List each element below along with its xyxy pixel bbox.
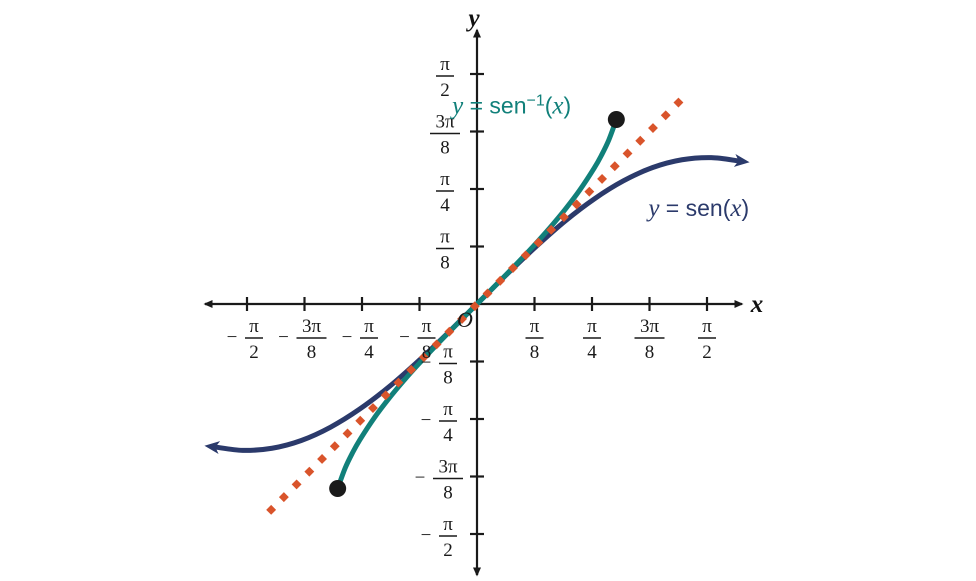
x-tick-label--pi/4: −π 4 xyxy=(342,316,378,363)
numerator: 3π xyxy=(438,457,458,478)
minus-sign: − xyxy=(278,327,289,348)
axis-names: y x O xyxy=(457,5,763,332)
denominator: 2 xyxy=(249,342,259,363)
origin-label: O xyxy=(457,307,473,332)
x-tick-label--pi/2: −π 2 xyxy=(227,316,263,363)
numerator: π xyxy=(440,227,450,248)
numerator: π xyxy=(587,316,597,337)
denominator: 4 xyxy=(587,342,597,363)
y-tick-label-3pi/8: 3π8 xyxy=(430,112,460,159)
y-tick-label-pi/2: π2 xyxy=(436,54,454,101)
minus-sign: − xyxy=(421,410,432,431)
denominator: 8 xyxy=(422,342,432,363)
numerator: 3π xyxy=(640,316,660,337)
x-axis-label: x xyxy=(750,291,764,318)
minus-sign: − xyxy=(342,327,353,348)
y-tick-label--3pi/8: −3π 8 xyxy=(415,457,463,504)
numerator: π xyxy=(440,169,450,190)
minus-sign: − xyxy=(421,525,432,546)
denominator: 8 xyxy=(530,342,540,363)
numerator: 3π xyxy=(302,316,322,337)
label-sine: y = sen(x) xyxy=(645,195,749,222)
numerator: π xyxy=(443,514,453,535)
numerator: π xyxy=(443,342,453,363)
x-tick-label-3pi/8: 3π8 xyxy=(634,316,665,363)
numerator: π xyxy=(443,399,453,420)
denominator: 4 xyxy=(443,425,453,446)
x-tick-label-pi/4: π4 xyxy=(583,316,601,363)
curve-identity xyxy=(266,93,688,515)
denominator: 8 xyxy=(440,138,450,159)
denominator: 4 xyxy=(440,195,450,216)
y-axis-label: y xyxy=(465,5,480,32)
y-tick-label-pi/8: π8 xyxy=(436,227,454,274)
numerator: π xyxy=(364,316,374,337)
numerator: π xyxy=(249,316,259,337)
x-tick-label--pi/8: −π 8 xyxy=(399,316,436,363)
y-tick-label--pi/2: −π 2 xyxy=(421,514,457,561)
tick-labels: −π2−3π8−π4−π8π8π43π8π2π23π8π4π8−π8−π4−3π… xyxy=(227,54,716,561)
denominator: 2 xyxy=(702,342,712,363)
x-tick-label-pi/8: π8 xyxy=(525,316,544,363)
arcsine-lower-endpoint xyxy=(329,480,347,498)
curve-labels: y = sen(x) y = sen−1(x) xyxy=(449,93,749,222)
numerator: π xyxy=(530,316,540,337)
denominator: 8 xyxy=(443,483,453,504)
x-tick-label--3pi/8: −3π 8 xyxy=(278,316,327,363)
denominator: 8 xyxy=(307,342,317,363)
denominator: 8 xyxy=(443,368,453,389)
minus-sign: − xyxy=(421,353,432,374)
denominator: 2 xyxy=(443,540,453,561)
arcsine-upper-endpoint xyxy=(607,110,625,128)
numerator: 3π xyxy=(435,112,455,133)
label-arcsine: y = sen−1(x) xyxy=(449,93,571,120)
y-tick-label--pi/4: −π 4 xyxy=(421,399,457,446)
minus-sign: − xyxy=(227,327,238,348)
x-tick-label-pi/2: π2 xyxy=(698,316,716,363)
minus-sign: − xyxy=(399,327,410,348)
y-tick-label--pi/8: −π8 xyxy=(421,342,457,389)
curves xyxy=(204,93,750,515)
endpoint-dots xyxy=(329,110,625,498)
numerator: π xyxy=(702,316,712,337)
denominator: 8 xyxy=(440,253,450,274)
numerator: π xyxy=(422,316,432,337)
numerator: π xyxy=(440,54,450,75)
denominator: 4 xyxy=(364,342,374,363)
denominator: 2 xyxy=(440,80,450,101)
y-tick-label-pi/4: π4 xyxy=(436,169,454,216)
minus-sign: − xyxy=(415,468,426,489)
denominator: 8 xyxy=(645,342,655,363)
